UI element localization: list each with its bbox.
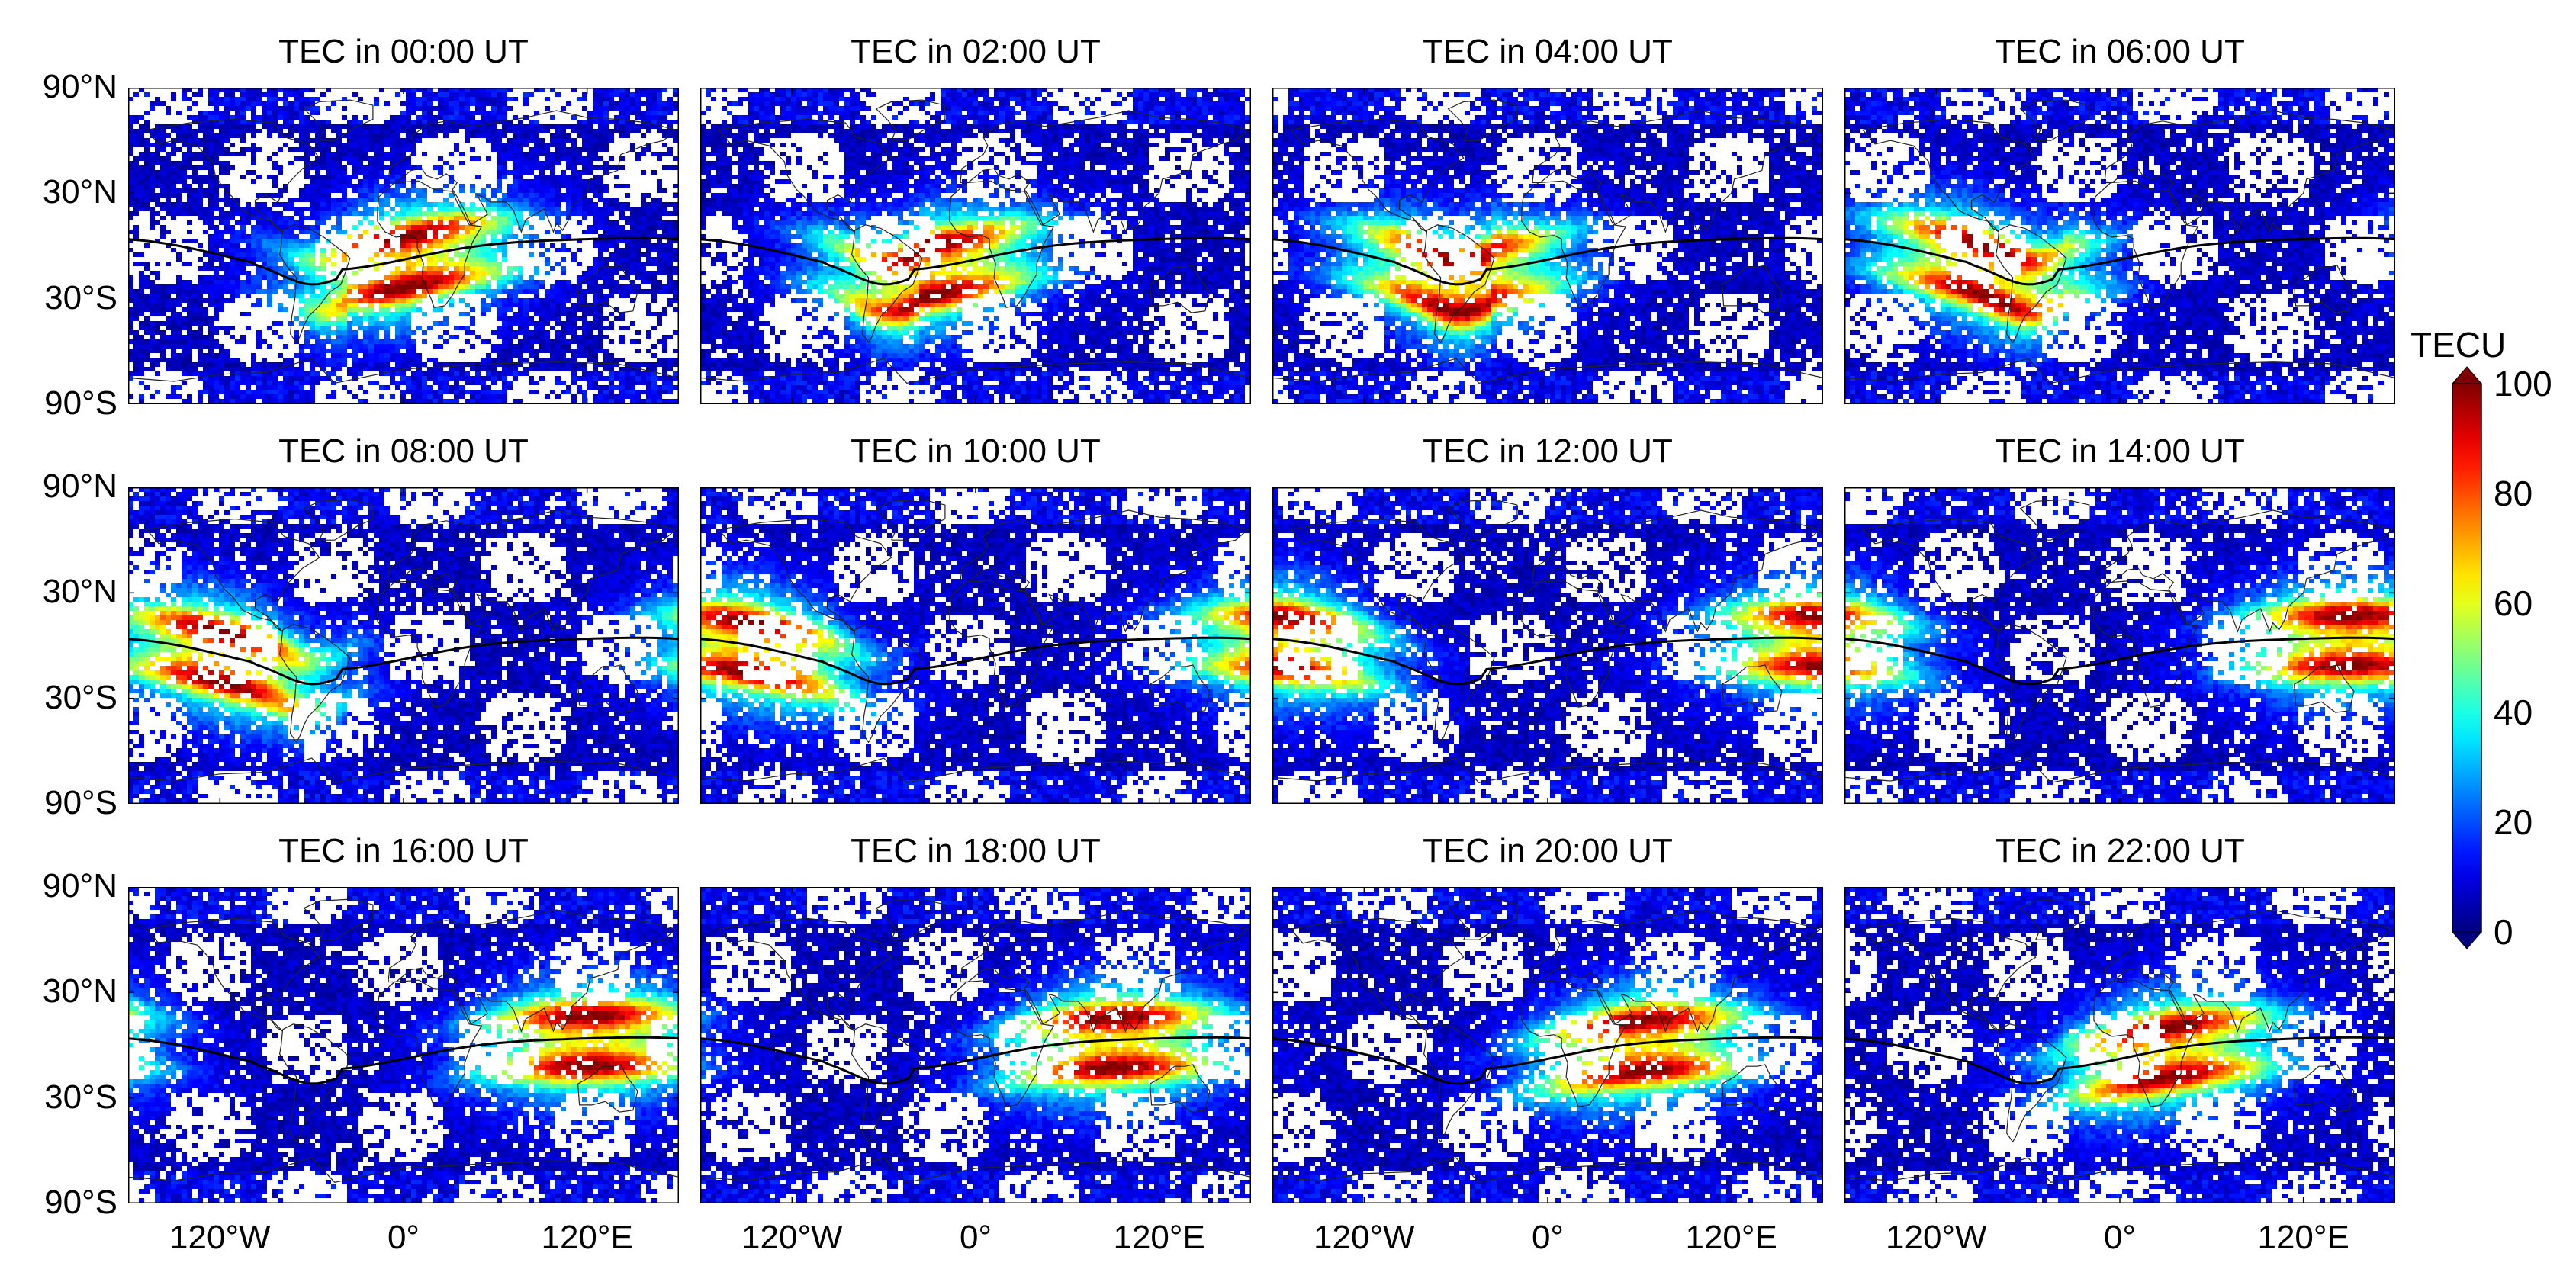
tec-data-layer [128,887,679,1203]
lat-tick-label: 30°S [44,679,117,717]
lat-tick-label: 90°N [43,468,117,506]
tec-map-panel [128,887,679,1203]
magnetic-equator-line [128,236,679,286]
magnetic-equator-line [700,236,1251,286]
tec-data-layer [700,887,1251,1203]
lon-tick-label: 120°W [716,1219,868,1257]
panel-title: TEC in 18:00 UT [700,832,1251,870]
coastline-layer [128,499,679,783]
lon-tick-label: 120°W [1860,1219,2012,1257]
lat-tick-label: 90°S [44,384,117,423]
tec-data-layer [128,487,679,804]
lat-tick-label: 30°N [43,573,117,611]
magnetic-equator-line [1272,1036,1823,1085]
panel-title: TEC in 02:00 UT [700,33,1251,71]
lon-tick-label: 120°W [143,1219,296,1257]
panel-title: TEC in 00:00 UT [128,33,679,71]
lon-tick-label: 0° [899,1219,1052,1257]
coastline-layer [1844,499,2395,783]
tec-data-layer [700,88,1251,404]
magnetic-equator-line [1844,636,2395,686]
lon-tick-label: 0° [1471,1219,1624,1257]
tec-data-layer [1272,487,1823,804]
lon-tick-label: 0° [2044,1219,2196,1257]
tec-data-layer [700,487,1251,804]
tec-map-panel [700,887,1251,1203]
tec-map-panel [1272,88,1823,404]
tec-map-panel [128,88,679,404]
colorbar-tick-label: 100 [2494,363,2552,404]
magnetic-equator-line [128,1036,679,1085]
coastline-layer [700,99,1251,384]
tec-data-layer [1844,487,2395,804]
panel-title: TEC in 16:00 UT [128,832,679,870]
tec-data-layer [1844,887,2395,1203]
lat-tick-label: 90°S [44,784,117,822]
panel-title: TEC in 12:00 UT [1272,432,1823,471]
colorbar-tick-label: 60 [2494,583,2533,624]
tec-map-panel [700,487,1251,804]
tec-map-panel [700,88,1251,404]
panel-title: TEC in 06:00 UT [1844,33,2395,71]
lon-tick-label: 0° [327,1219,480,1257]
colorbar-title: TECU [2410,324,2506,365]
colorbar-tick-label: 80 [2494,473,2533,514]
coastline-layer [700,499,1251,783]
magnetic-equator-line [1844,1036,2395,1085]
tec-data-layer [1272,88,1823,404]
panel-title: TEC in 04:00 UT [1272,33,1823,71]
coastline-layer [700,898,1251,1183]
coastline-layer [1272,898,1823,1183]
panel-title: TEC in 14:00 UT [1844,432,2395,471]
magnetic-equator-line [1844,236,2395,286]
coastline-layer [128,898,679,1183]
magnetic-equator-line [700,636,1251,686]
lon-tick-label: 120°E [1655,1219,1808,1257]
lon-tick-label: 120°E [2227,1219,2380,1257]
coastline-layer [1844,99,2395,384]
lat-tick-label: 30°S [44,1078,117,1117]
coastline-layer [1272,499,1823,783]
colorbar [2451,366,2483,950]
panel-title: TEC in 20:00 UT [1272,832,1823,870]
coastline-layer [1844,898,2395,1183]
lon-tick-label: 120°E [1083,1219,1236,1257]
tec-map-panel [1844,887,2395,1203]
colorbar-tick-label: 20 [2494,802,2533,843]
tec-data-layer [1844,88,2395,404]
coastline-layer [128,99,679,384]
magnetic-equator-line [1272,236,1823,286]
lat-tick-label: 90°N [43,867,117,905]
tec-data-layer [128,88,679,404]
tec-map-panel [1844,487,2395,804]
colorbar-tick-label: 0 [2494,911,2513,953]
lat-tick-label: 90°S [44,1184,117,1222]
tec-map-panel [1844,88,2395,404]
tec-map-panel [1272,887,1823,1203]
magnetic-equator-line [1272,636,1823,686]
colorbar-tick-label: 40 [2494,692,2533,733]
lon-tick-label: 120°E [511,1219,664,1257]
tec-data-layer [1272,887,1823,1203]
lat-tick-label: 30°N [43,173,117,211]
tec-map-panel [1272,487,1823,804]
lat-tick-label: 30°S [44,279,117,317]
coastline-layer [1272,99,1823,384]
lat-tick-label: 90°N [43,68,117,106]
panel-title: TEC in 10:00 UT [700,432,1251,471]
lat-tick-label: 30°N [43,972,117,1011]
magnetic-equator-line [700,1036,1251,1085]
panel-title: TEC in 08:00 UT [128,432,679,471]
magnetic-equator-line [128,636,679,686]
lon-tick-label: 120°W [1288,1219,1440,1257]
panel-title: TEC in 22:00 UT [1844,832,2395,870]
tec-map-panel [128,487,679,804]
